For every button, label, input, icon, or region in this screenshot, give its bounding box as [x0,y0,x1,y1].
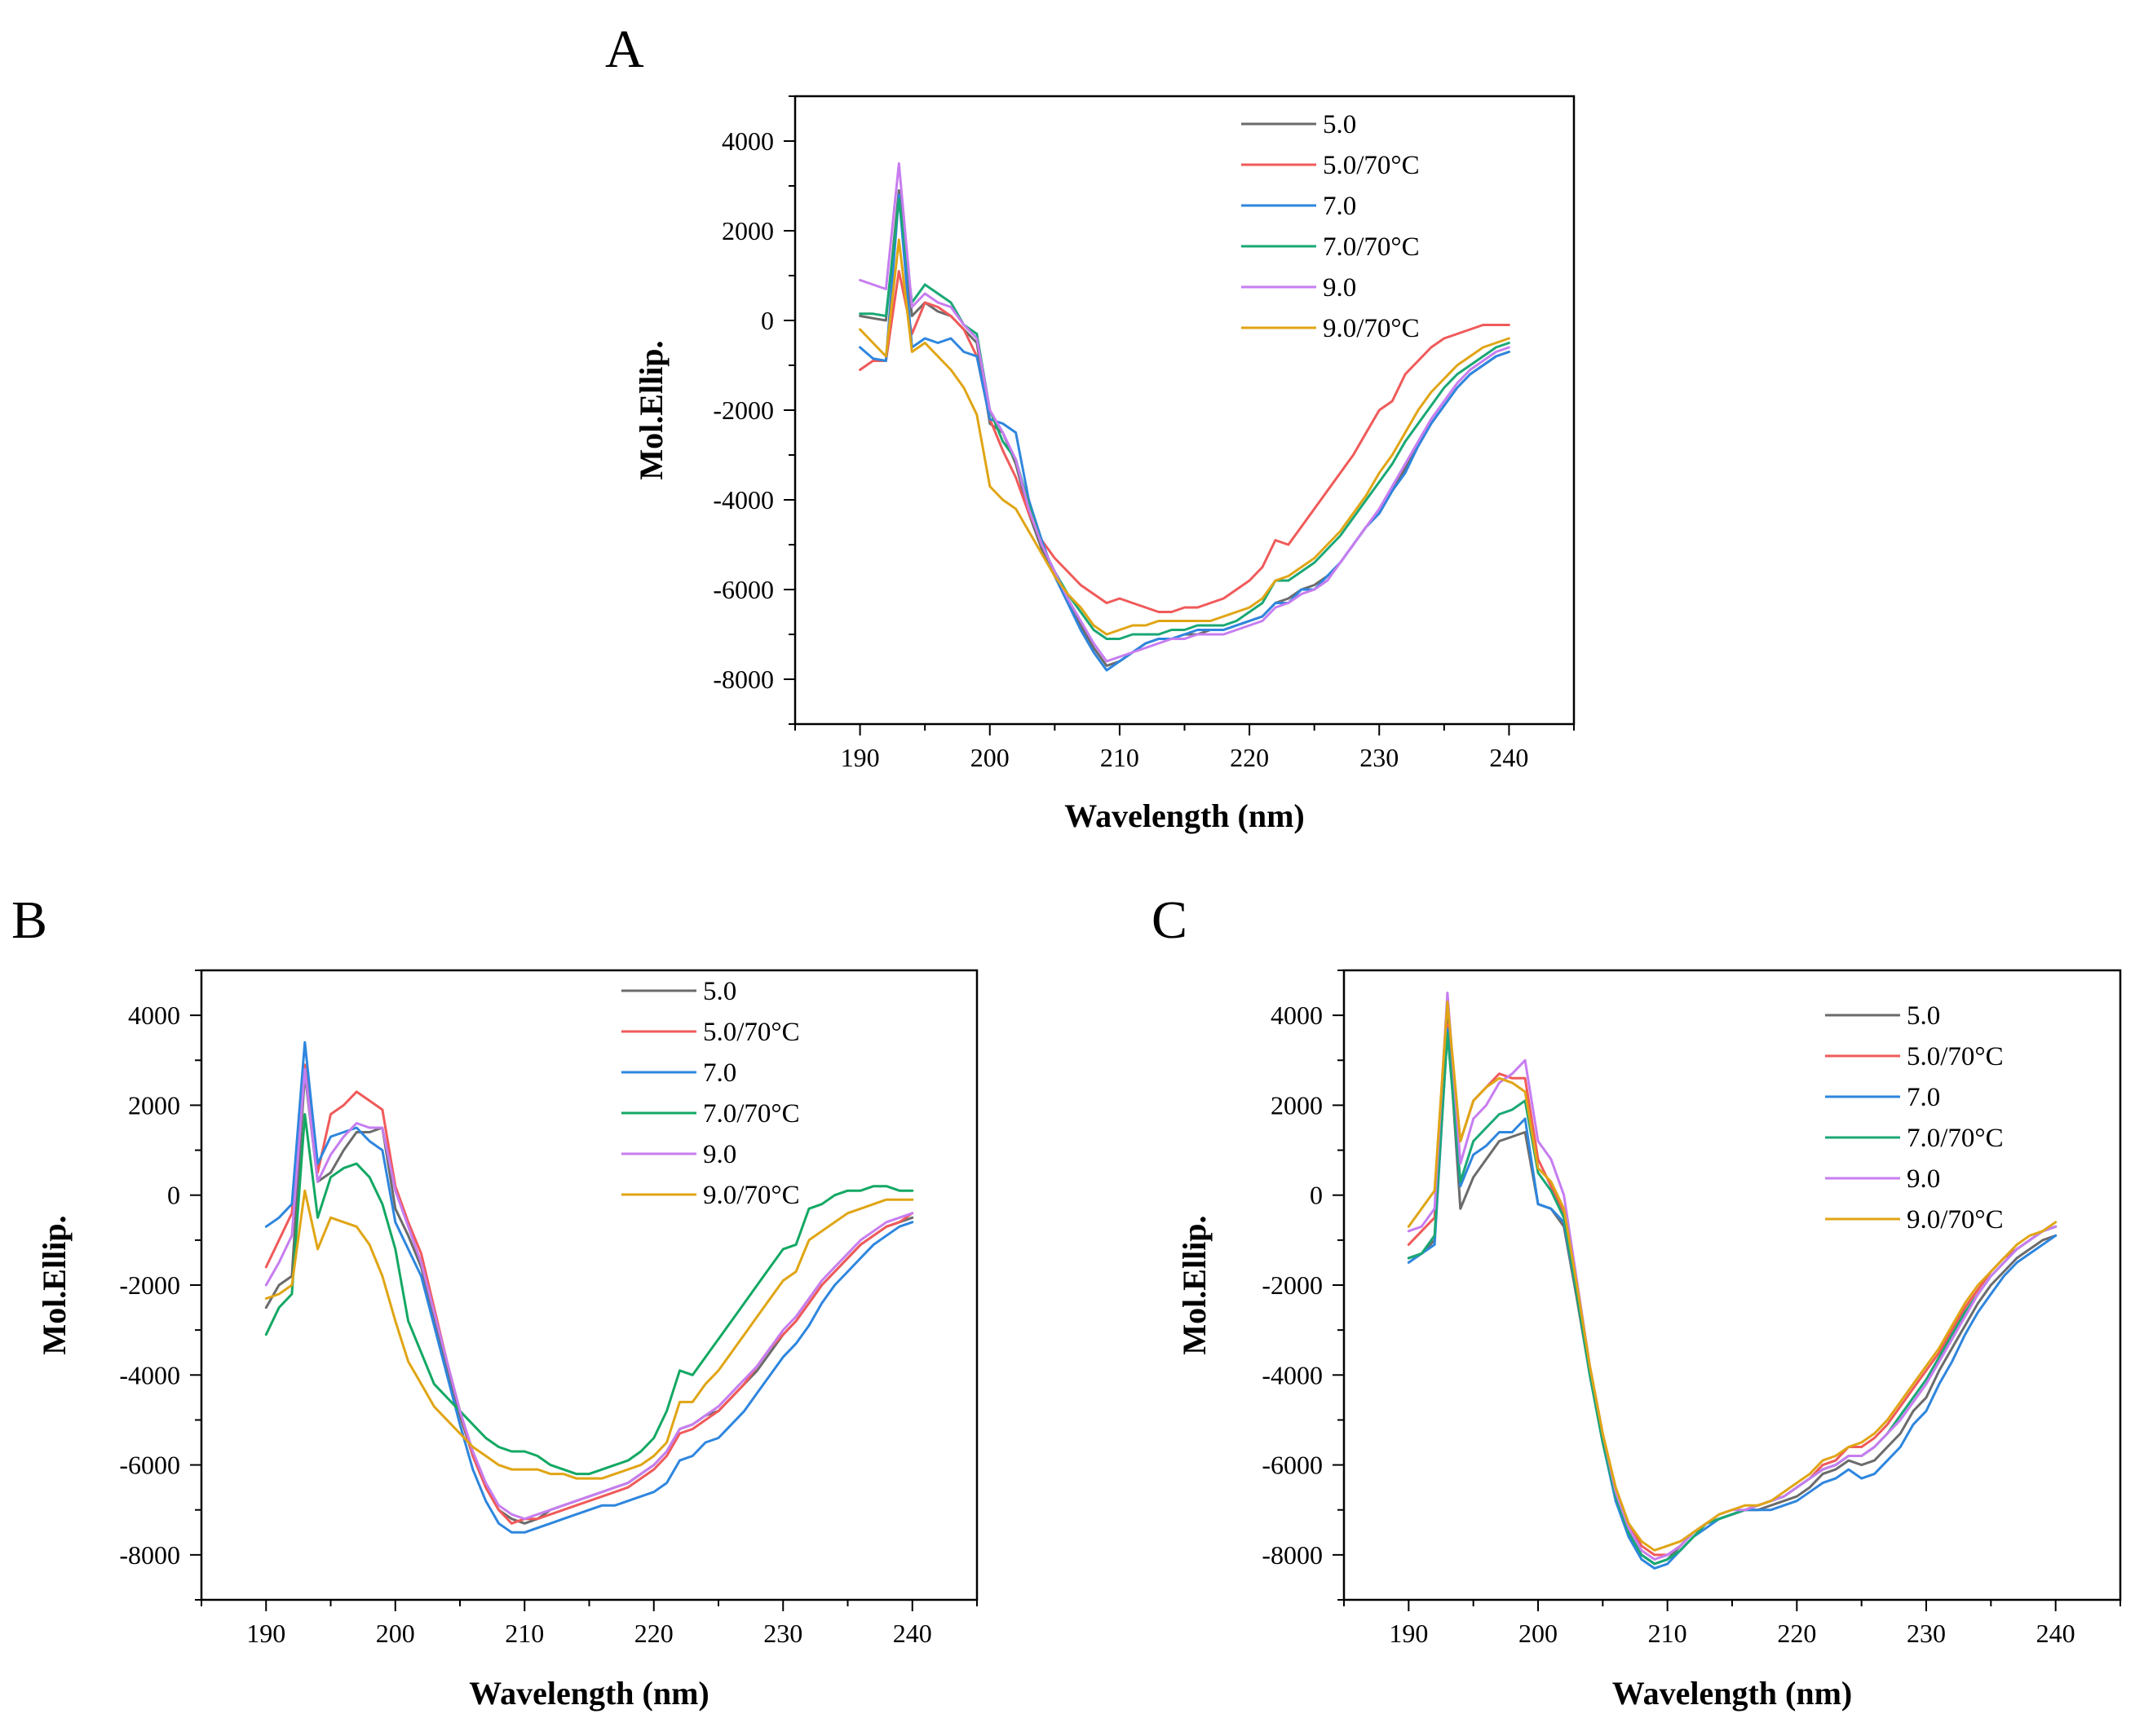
series-line-7-0 [264,1040,914,1534]
series-line-9-0-70-c [1407,1001,2058,1552]
chart-panel-c: C 190 200 210 220 230 240 -8000 -6000 -4000 -2000 0… [1151,890,2122,1712]
y-tick-label: -6000 [1262,1451,1323,1480]
y-tick-label: -8000 [1262,1540,1323,1570]
x-tick-label: 220 [1777,1619,1816,1648]
legend-label: 9.0 [1323,273,1356,303]
legend: 5.0 5.0/70°C 7.0 7.0/70°C 9.0 9.0/70°C [1241,110,1420,343]
panel-letter: C [1151,890,1187,950]
series-line-7-0-70-c [264,1113,914,1476]
chart-panel-b: B 190 200 210 220 230 240 -8000 -6000 -4000 -2000 0… [11,890,979,1712]
x-tick-label: 210 [1100,743,1139,772]
series-line-5-0-70-c [264,1063,914,1525]
legend-label: 5.0/70°C [1907,1042,2004,1071]
legend-label: 9.0 [1907,1164,1940,1194]
panel-letter: B [11,890,47,950]
legend-label: 9.0/70°C [703,1181,800,1210]
legend-label: 5.0 [703,977,736,1006]
y-tick-label: 4000 [722,126,774,156]
y-tick-label: -6000 [713,575,774,604]
y-tick-label: 2000 [722,216,774,245]
y-tick-label: 0 [761,306,774,335]
x-tick-label: 190 [841,743,880,772]
x-tick-label: 210 [505,1619,544,1648]
series-line-9-0-70-c [859,238,1510,636]
y-tick-label: 4000 [128,1001,180,1030]
legend-label: 9.0/70°C [1907,1205,2004,1235]
y-tick-label: 2000 [1271,1090,1323,1120]
y-tick-label: -8000 [119,1540,180,1570]
x-tick-label: 190 [246,1619,285,1648]
y-axis-title: Mol.Ellip. [1176,1215,1213,1354]
x-tick-label: 200 [1518,1619,1558,1648]
legend-label: 7.0/70°C [1323,232,1420,262]
y-tick-label: 4000 [1271,1001,1323,1030]
chart-panels: A 190 200 210 220 230 240 -8000 -6000 -4000 -2000 0… [11,20,2122,1712]
y-tick-label: -8000 [713,665,774,694]
x-tick-label: 220 [634,1619,674,1648]
series-line-5-0-70-c [859,270,1510,613]
legend-label: 9.0 [703,1140,736,1169]
y-tick-label: 0 [167,1181,180,1210]
x-tick-label: 230 [1907,1619,1946,1648]
x-tick-label: 210 [1648,1619,1687,1648]
legend-label: 7.0 [1907,1083,1940,1112]
y-tick-label: -4000 [119,1360,180,1389]
x-tick-label: 230 [1359,743,1399,772]
legend: 5.0 5.0/70°C 7.0 7.0/70°C 9.0 9.0/70°C [621,977,800,1210]
legend-label: 9.0/70°C [1323,314,1420,343]
series-line-9-0 [859,162,1510,663]
y-tick-label: -2000 [1262,1270,1323,1300]
x-tick-label: 240 [1489,743,1528,772]
y-tick-label: -4000 [713,485,774,515]
y-tick-label: -2000 [713,395,774,425]
x-axis-title: Wavelength (nm) [1612,1675,1852,1712]
legend-label: 5.0/70°C [1323,151,1420,180]
panel-letter: A [605,20,644,79]
legend-label: 7.0 [703,1058,736,1088]
y-tick-label: -2000 [119,1270,180,1300]
series-line-7-0-70-c [1407,1031,2058,1566]
y-tick-label: 0 [1310,1181,1323,1210]
series-line-9-0-70-c [264,1189,914,1480]
x-tick-label: 190 [1389,1619,1428,1648]
legend-label: 7.0 [1323,192,1356,221]
x-axis-title: Wavelength (nm) [1064,797,1304,834]
x-tick-label: 230 [763,1619,802,1648]
legend-label: 5.0 [1323,110,1356,139]
series-line-9-0 [264,1067,914,1521]
y-axis-title: Mol.Ellip. [633,340,670,479]
legend-label: 5.0/70°C [703,1018,800,1047]
x-axis-title: Wavelength (nm) [469,1675,709,1712]
legend-label: 5.0 [1907,1001,1940,1031]
x-tick-label: 200 [376,1619,415,1648]
y-tick-label: 2000 [128,1090,180,1120]
y-tick-label: -4000 [1262,1360,1323,1389]
x-tick-label: 200 [970,743,1010,772]
x-tick-label: 240 [893,1619,932,1648]
chart-panel-a: A 190 200 210 220 230 240 -8000 -6000 -4000 -2000 0… [605,20,1576,834]
x-tick-label: 240 [2036,1619,2075,1648]
y-tick-label: -6000 [119,1451,180,1480]
x-tick-label: 220 [1230,743,1269,772]
legend-label: 7.0/70°C [703,1099,800,1129]
legend-label: 7.0/70°C [1907,1124,2004,1153]
series-line-7-0 [859,193,1510,672]
legend: 5.0 5.0/70°C 7.0 7.0/70°C 9.0 9.0/70°C [1825,1001,2004,1235]
y-axis-title: Mol.Ellip. [36,1215,73,1354]
